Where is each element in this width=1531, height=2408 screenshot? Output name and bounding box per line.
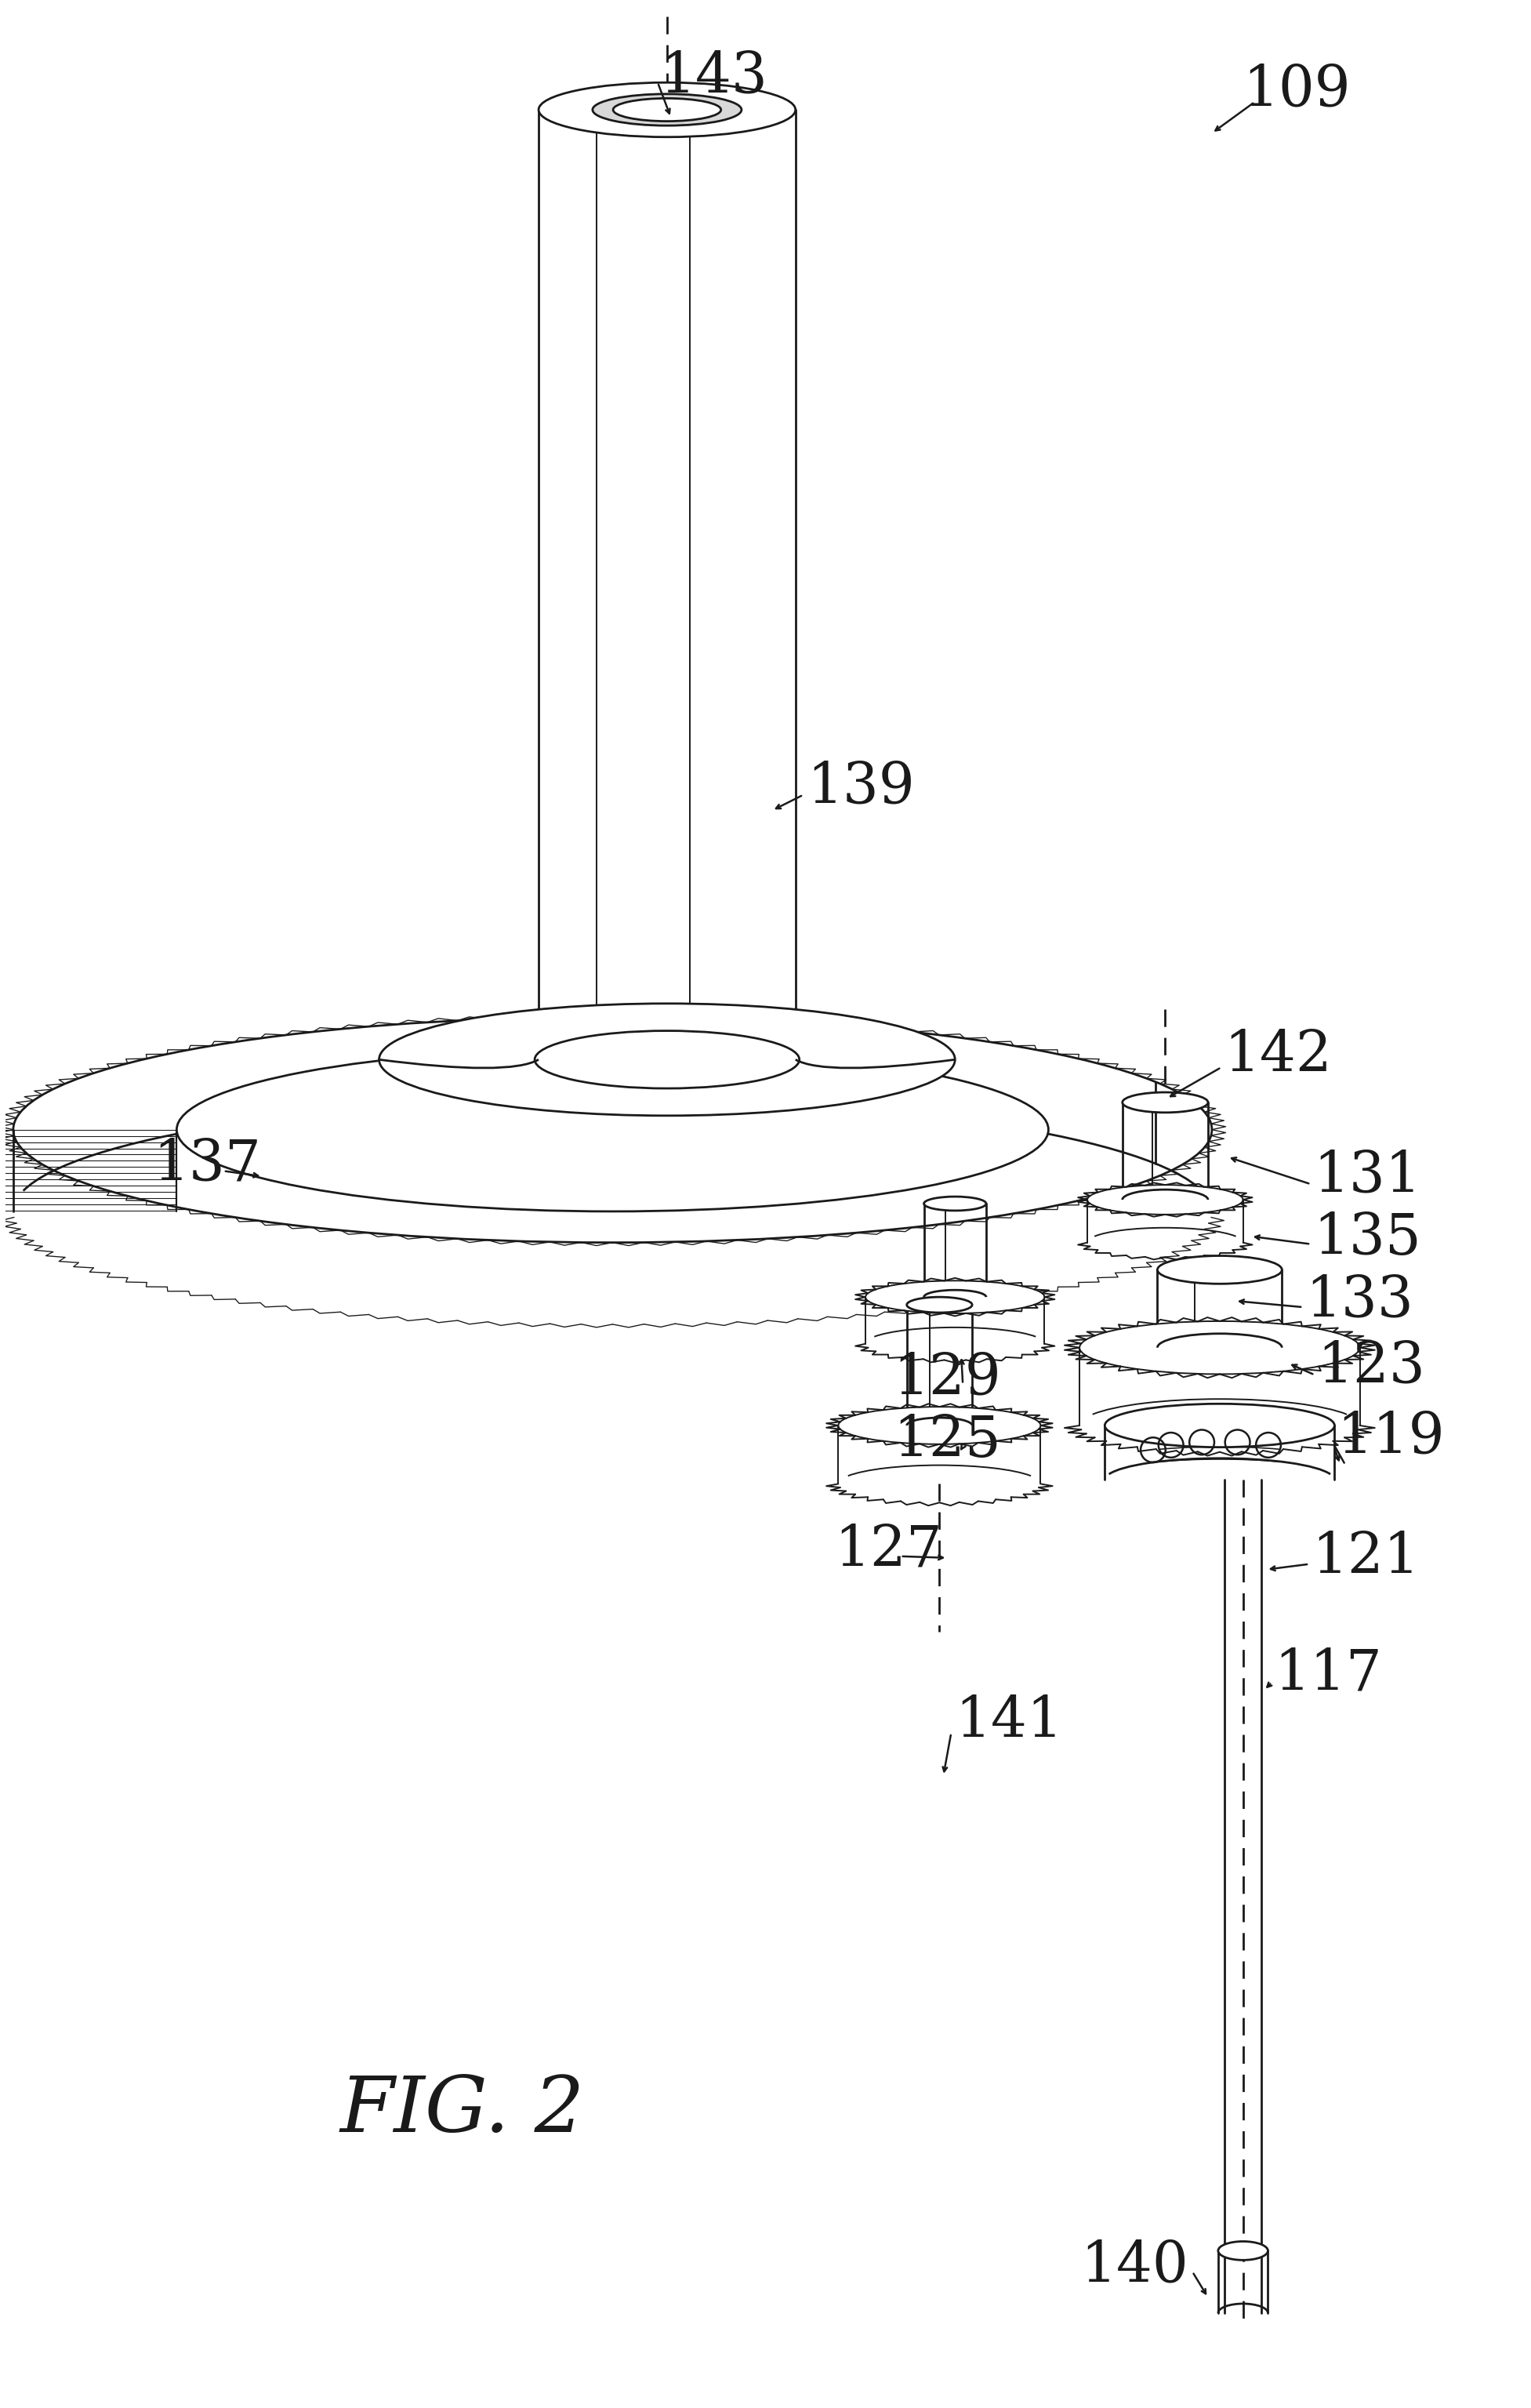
Ellipse shape: [380, 1004, 955, 1115]
Text: 121: 121: [1312, 1529, 1419, 1584]
Text: 140: 140: [1081, 2239, 1188, 2295]
Text: 129: 129: [893, 1351, 1001, 1406]
Ellipse shape: [14, 1016, 1213, 1243]
Text: 131: 131: [1314, 1149, 1421, 1204]
Text: 133: 133: [1306, 1274, 1413, 1329]
Text: 127: 127: [834, 1522, 943, 1577]
Text: 125: 125: [893, 1413, 1001, 1469]
Ellipse shape: [1122, 1093, 1208, 1112]
Text: 119: 119: [1337, 1409, 1444, 1464]
Text: 139: 139: [807, 759, 916, 814]
Text: 143: 143: [660, 51, 767, 104]
Ellipse shape: [539, 82, 796, 137]
Ellipse shape: [534, 1031, 799, 1088]
Text: 135: 135: [1314, 1211, 1421, 1267]
Ellipse shape: [923, 1197, 986, 1211]
Text: 141: 141: [955, 1693, 1063, 1748]
Text: 142: 142: [1223, 1028, 1332, 1084]
Ellipse shape: [1087, 1185, 1243, 1214]
Text: 117: 117: [1274, 1647, 1382, 1702]
Text: 137: 137: [153, 1137, 262, 1192]
Ellipse shape: [176, 1047, 1049, 1211]
Ellipse shape: [1079, 1322, 1360, 1375]
Ellipse shape: [1157, 1257, 1281, 1283]
Ellipse shape: [1219, 2242, 1268, 2261]
Ellipse shape: [612, 99, 721, 120]
Ellipse shape: [592, 94, 741, 125]
Text: 123: 123: [1317, 1339, 1425, 1394]
Ellipse shape: [906, 1298, 972, 1312]
Text: FIG. 2: FIG. 2: [340, 2073, 585, 2148]
Ellipse shape: [1105, 1404, 1335, 1447]
Ellipse shape: [839, 1406, 1041, 1445]
Ellipse shape: [865, 1281, 1044, 1312]
Text: 109: 109: [1243, 63, 1350, 118]
